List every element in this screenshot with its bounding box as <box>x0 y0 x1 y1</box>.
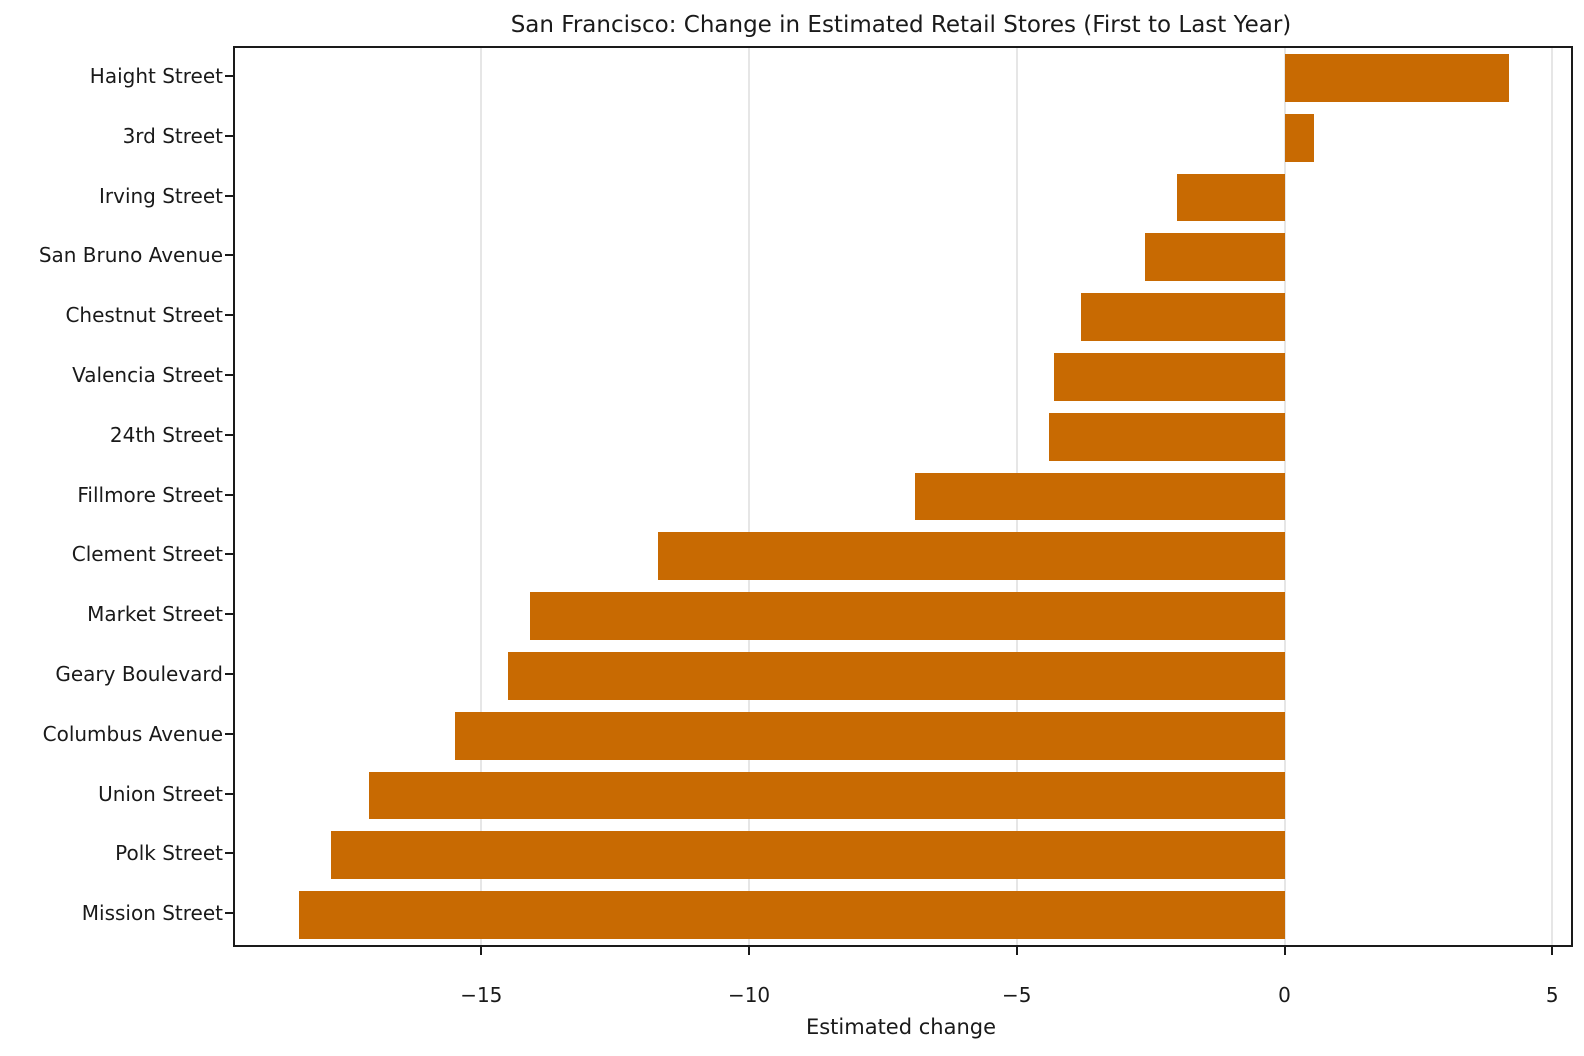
y-tick-label: Columbus Avenue <box>42 721 223 746</box>
y-tick-label: Valencia Street <box>72 362 223 387</box>
y-tick-mark <box>225 792 233 795</box>
bar <box>658 532 1285 581</box>
x-tick-mark <box>1551 945 1554 955</box>
y-tick-mark <box>225 553 233 556</box>
gridline <box>1283 48 1286 945</box>
x-tick-label: −15 <box>460 983 503 1007</box>
bar <box>915 472 1285 521</box>
y-tick-mark <box>225 433 233 436</box>
y-tick-mark <box>225 254 233 257</box>
y-tick-label: San Bruno Avenue <box>38 243 223 268</box>
bar <box>1177 173 1285 222</box>
y-tick-label: Clement Street <box>71 542 223 567</box>
y-tick-label: Market Street <box>87 602 223 627</box>
bar <box>1054 352 1285 401</box>
y-tick-label: Geary Boulevard <box>55 661 223 686</box>
y-tick-mark <box>225 134 233 137</box>
x-tick-mark <box>1015 945 1018 955</box>
y-tick-label: 24th Street <box>109 422 223 447</box>
y-tick-mark <box>225 852 233 855</box>
gridline <box>748 48 751 945</box>
x-tick-label: 0 <box>1278 983 1291 1007</box>
y-tick-label: Haight Street <box>89 63 223 88</box>
y-tick-label: Polk Street <box>115 841 223 866</box>
bar <box>331 831 1285 880</box>
bar <box>1081 293 1285 341</box>
y-tick-mark <box>225 194 233 197</box>
y-tick-label: 3rd Street <box>122 123 223 148</box>
y-tick-mark <box>225 373 233 376</box>
bar <box>454 711 1285 760</box>
x-tick-label: −5 <box>1002 983 1032 1007</box>
bar <box>368 771 1285 820</box>
y-tick-label: Union Street <box>98 781 223 806</box>
x-tick-label: −10 <box>727 983 771 1007</box>
y-tick-label: Irving Street <box>98 183 223 208</box>
bar <box>508 651 1285 700</box>
x-axis-label: Estimated change <box>805 1015 997 1039</box>
x-tick-mark <box>748 945 751 955</box>
x-tick-mark <box>1283 945 1286 955</box>
y-tick-mark <box>225 314 233 317</box>
chart-title: San Francisco: Change in Estimated Retai… <box>510 12 1292 38</box>
plot-area <box>233 46 1573 947</box>
bar <box>1284 113 1314 162</box>
bar <box>529 592 1285 640</box>
gridline <box>480 48 483 945</box>
y-tick-mark <box>225 912 233 915</box>
y-tick-label: Chestnut Street <box>65 303 223 328</box>
x-tick-mark <box>480 945 483 955</box>
y-tick-mark <box>225 613 233 616</box>
y-tick-mark <box>225 493 233 496</box>
bar <box>299 891 1285 939</box>
bar <box>1145 233 1285 282</box>
y-tick-mark <box>225 672 233 675</box>
y-tick-mark <box>225 732 233 735</box>
x-tick-label: 5 <box>1545 983 1559 1007</box>
y-tick-label: Mission Street <box>81 901 223 926</box>
bar <box>1284 53 1510 102</box>
y-tick-mark <box>225 74 233 77</box>
gridline <box>1551 48 1554 945</box>
bar <box>1048 412 1285 461</box>
y-tick-label: Fillmore Street <box>77 482 223 507</box>
